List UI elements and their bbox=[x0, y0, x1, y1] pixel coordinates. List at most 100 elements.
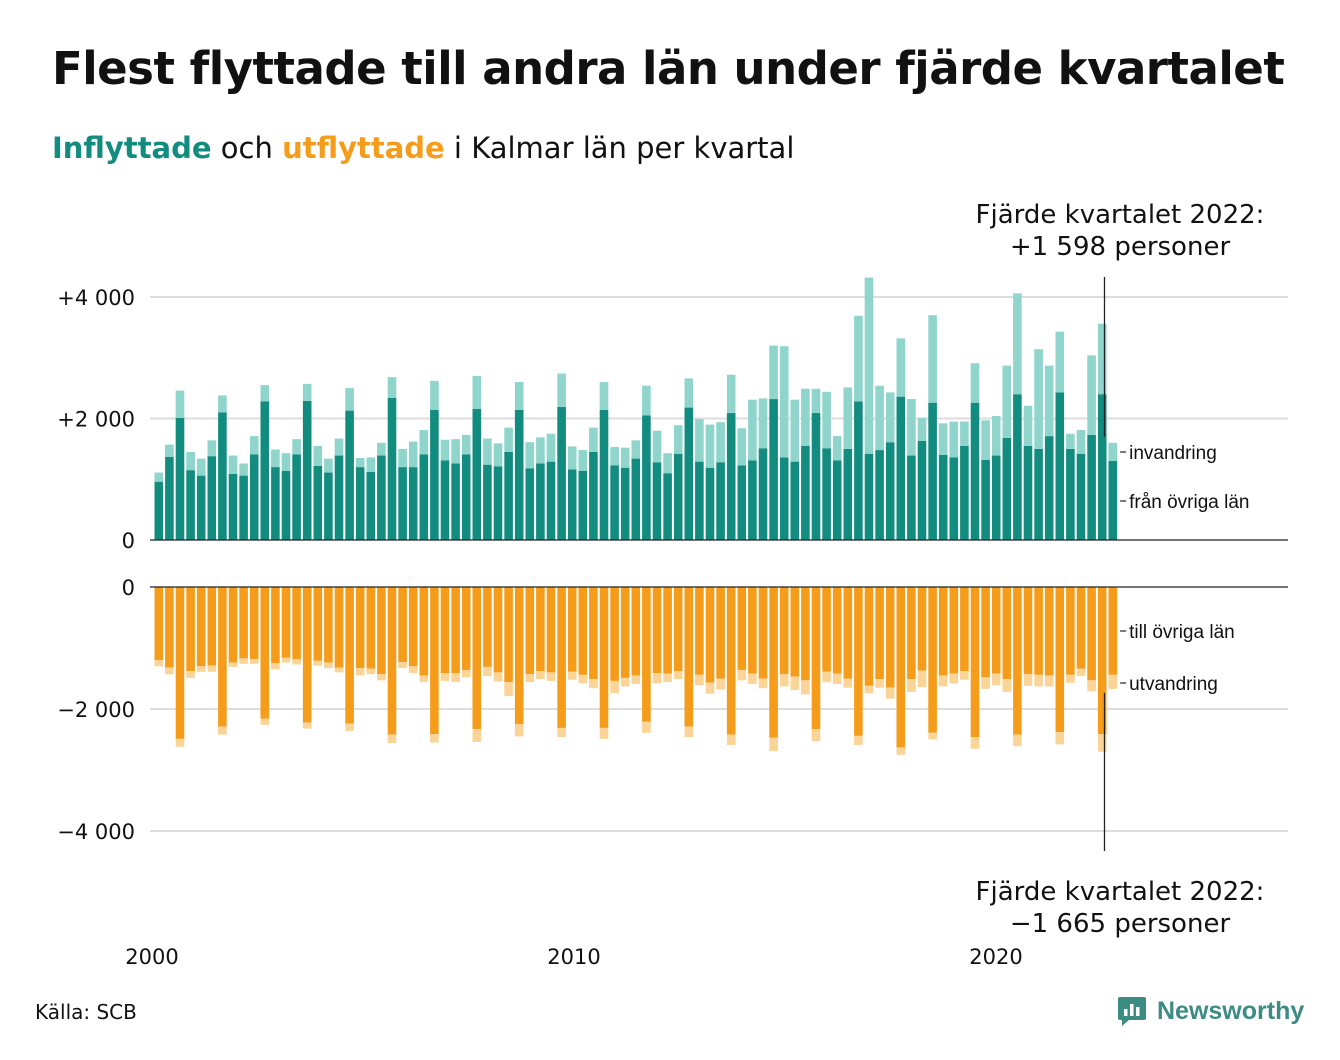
bar-out-emigration bbox=[1076, 668, 1086, 677]
bar-out-emigration bbox=[218, 726, 227, 735]
bar-in-immigration bbox=[843, 387, 853, 449]
y-tick-label-top: +2 000 bbox=[57, 408, 135, 432]
bar-in-immigration bbox=[854, 315, 863, 402]
bar-in-domestic bbox=[832, 460, 842, 540]
bar-in-domestic bbox=[546, 461, 556, 540]
bar-out-domestic bbox=[165, 587, 174, 668]
bar-out-domestic bbox=[684, 587, 694, 727]
bar-out-emigration bbox=[695, 674, 704, 686]
bar-in-immigration bbox=[154, 472, 164, 482]
bar-out-domestic bbox=[334, 587, 344, 668]
bar-in-domestic bbox=[430, 409, 439, 540]
bar-out-emigration bbox=[366, 668, 376, 675]
bar-in-domestic bbox=[355, 467, 365, 540]
bar-in-immigration bbox=[408, 441, 418, 468]
bar-out-emigration bbox=[557, 727, 566, 738]
bar-in-domestic bbox=[695, 461, 704, 540]
bar-out-domestic bbox=[610, 587, 619, 681]
bar-out-domestic bbox=[938, 587, 948, 676]
bar-out-emigration bbox=[504, 682, 513, 697]
bar-in-domestic bbox=[843, 448, 853, 540]
bar-out-domestic bbox=[970, 587, 980, 738]
bar-in-immigration bbox=[228, 455, 238, 474]
bar-out-domestic bbox=[345, 587, 354, 724]
bar-out-emigration bbox=[345, 723, 354, 731]
bar-in-immigration bbox=[981, 420, 990, 460]
bar-out-domestic bbox=[801, 587, 810, 681]
bar-in-immigration bbox=[938, 423, 948, 455]
bar-in-domestic bbox=[663, 473, 672, 540]
bar-out-emigration bbox=[917, 670, 927, 688]
bar-in-immigration bbox=[483, 438, 492, 465]
bar-out-domestic bbox=[461, 587, 471, 670]
bar-out-emigration bbox=[292, 658, 301, 665]
label-till-ovriga-lan: till övriga län bbox=[1129, 622, 1235, 643]
bar-in-immigration bbox=[748, 399, 757, 461]
bar-out-emigration bbox=[430, 734, 439, 743]
bar-in-immigration bbox=[366, 457, 376, 472]
bar-in-domestic bbox=[345, 410, 354, 540]
bar-in-immigration bbox=[769, 345, 778, 400]
bar-in-immigration bbox=[1066, 433, 1075, 449]
newsworthy-logo[interactable]: Newsworthy bbox=[1117, 995, 1304, 1027]
bar-out-emigration bbox=[822, 671, 831, 683]
bar-out-domestic bbox=[737, 587, 747, 670]
bar-out-emigration bbox=[377, 674, 386, 681]
bar-out-emigration bbox=[419, 675, 429, 683]
bar-in-immigration bbox=[302, 383, 312, 401]
bar-in-immigration bbox=[430, 380, 439, 410]
bar-in-immigration bbox=[1044, 365, 1054, 437]
bar-out-domestic bbox=[991, 587, 1001, 674]
subtitle-utflyttade: utflyttade bbox=[282, 131, 445, 165]
bar-out-emigration bbox=[599, 727, 609, 739]
bar-out-domestic bbox=[695, 587, 704, 675]
bar-in-domestic bbox=[811, 413, 821, 540]
bar-in-domestic bbox=[249, 454, 259, 540]
y-tick-label-bottom: −2 000 bbox=[57, 698, 135, 722]
chart-subtitle: Inflyttade och utflyttade i Kalmar län p… bbox=[52, 131, 794, 165]
bar-in-immigration bbox=[1108, 442, 1118, 462]
bar-out-emigration bbox=[896, 747, 906, 755]
bar-in-domestic bbox=[483, 464, 492, 540]
bar-out-domestic bbox=[981, 587, 990, 678]
bar-in-domestic bbox=[907, 455, 916, 540]
bar-out-emigration bbox=[652, 673, 662, 684]
bar-out-domestic bbox=[949, 587, 959, 674]
bar-in-immigration bbox=[536, 437, 545, 464]
bar-in-domestic bbox=[408, 467, 418, 540]
bar-in-domestic bbox=[1034, 448, 1043, 540]
bar-in-domestic bbox=[451, 463, 460, 540]
bar-in-immigration bbox=[186, 451, 195, 471]
bar-out-emigration bbox=[313, 660, 323, 666]
bar-out-emigration bbox=[387, 734, 397, 744]
bar-in-domestic bbox=[779, 457, 789, 540]
bar-in-immigration bbox=[249, 436, 259, 455]
bar-out-emigration bbox=[536, 671, 545, 680]
bar-out-emigration bbox=[1034, 674, 1043, 687]
bar-in-immigration bbox=[546, 433, 556, 462]
bar-in-domestic bbox=[493, 466, 503, 540]
bar-in-domestic bbox=[271, 467, 280, 540]
bar-in-domestic bbox=[684, 407, 694, 540]
bar-in-immigration bbox=[620, 447, 630, 468]
bar-out-domestic bbox=[758, 587, 768, 679]
bar-out-emigration bbox=[737, 669, 747, 681]
bar-out-domestic bbox=[175, 587, 185, 739]
bar-out-emigration bbox=[461, 669, 471, 678]
bar-in-immigration bbox=[779, 346, 789, 458]
bar-in-domestic bbox=[1002, 437, 1012, 540]
bar-out-domestic bbox=[1108, 587, 1118, 675]
bar-in-domestic bbox=[324, 472, 333, 540]
bar-in-immigration bbox=[652, 430, 662, 463]
label-utvandring: utvandring bbox=[1129, 674, 1218, 695]
bar-out-emigration bbox=[620, 677, 630, 687]
bar-in-immigration bbox=[313, 445, 323, 466]
bar-out-domestic bbox=[567, 587, 577, 672]
bar-in-domestic bbox=[440, 460, 450, 540]
bar-out-emigration bbox=[493, 672, 503, 682]
bar-out-domestic bbox=[843, 587, 853, 679]
bar-out-emigration bbox=[440, 673, 450, 681]
bar-in-domestic bbox=[917, 440, 927, 540]
bar-in-domestic bbox=[1097, 394, 1107, 540]
